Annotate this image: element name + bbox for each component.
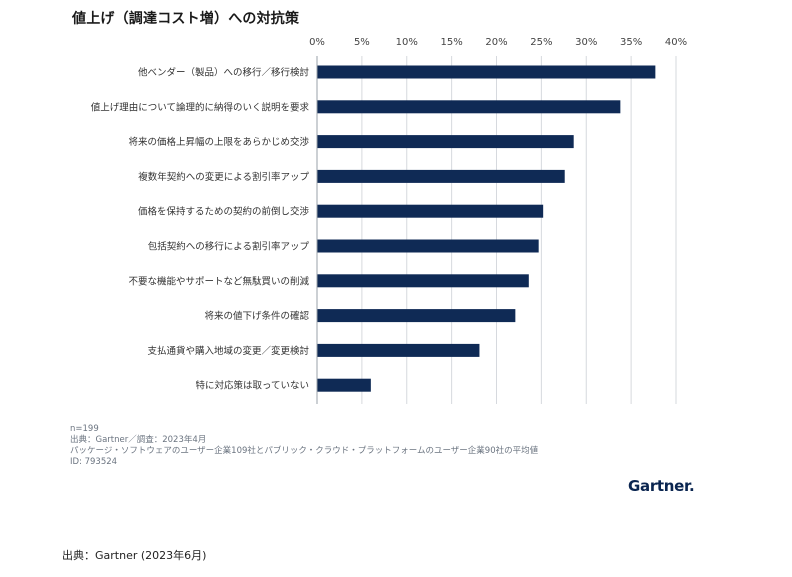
x-tick-label: 30% [575,37,597,48]
category-label: 不要な機能やサポートなど無駄買いの削減 [128,275,309,287]
category-label: 将来の価格上昇幅の上限をあらかじめ交渉 [128,136,309,148]
x-tick-label: 40% [665,37,687,48]
bar [317,135,574,149]
category-label: 特に対応策は取っていない [195,380,309,392]
survey-source: 出典：Gartner／調査：2023年4月 [70,435,207,445]
bar [317,169,565,183]
brand-dot: . [689,477,695,495]
x-tick-label: 0% [309,37,325,48]
category-label: 支払通貨や購入地域の変更／変更検討 [147,345,309,357]
category-label: 複数年契約への変更による割引率アップ [138,171,309,183]
bar [317,343,480,357]
bars [317,65,656,392]
gartner-logo: Gartner. [628,477,695,495]
x-tick-label: 15% [441,37,463,48]
category-labels: 他ベンダー（製品）への移行／移行検討値上げ理由について論理的に納得のいく説明を要… [91,67,310,392]
bar [317,65,656,79]
bar [317,309,516,323]
footer-source: 出典：Gartner (2023年6月) [62,549,207,562]
x-axis-ticks: 0% 5% 10% 15% 20% 25% 30% 35% 40% [309,37,687,48]
chart-title: 値上げ（調達コスト増）への対抗策 [72,11,300,27]
x-tick-label: 10% [396,37,418,48]
category-label: 他ベンダー（製品）への移行／移行検討 [138,67,310,79]
brand-name: Gartner [628,477,690,495]
x-tick-label: 5% [354,37,370,48]
category-label: 値上げ理由について論理的に納得のいく説明を要求 [91,101,310,113]
sample-size: n=199 [70,424,99,434]
bar [317,100,621,114]
x-tick-label: 35% [620,37,642,48]
x-tick-label: 20% [485,37,507,48]
document-id: ID: 793524 [70,457,118,467]
category-label: 将来の値下げ条件の確認 [204,310,309,322]
bar [317,204,544,218]
survey-description: パッケージ・ソフトウェアのユーザー企業109社とパブリック・クラウド・プラットフ… [70,446,539,456]
category-label: 包括契約への移行による割引率アップ [148,241,310,253]
chart-notes: n=199 出典：Gartner／調査：2023年4月 パッケージ・ソフトウェア… [70,424,538,468]
x-tick-label: 25% [530,37,552,48]
bar [317,274,529,288]
category-label: 価格を保持するための契約の前倒し交渉 [138,206,310,218]
bar [317,239,539,253]
bar [317,378,371,392]
